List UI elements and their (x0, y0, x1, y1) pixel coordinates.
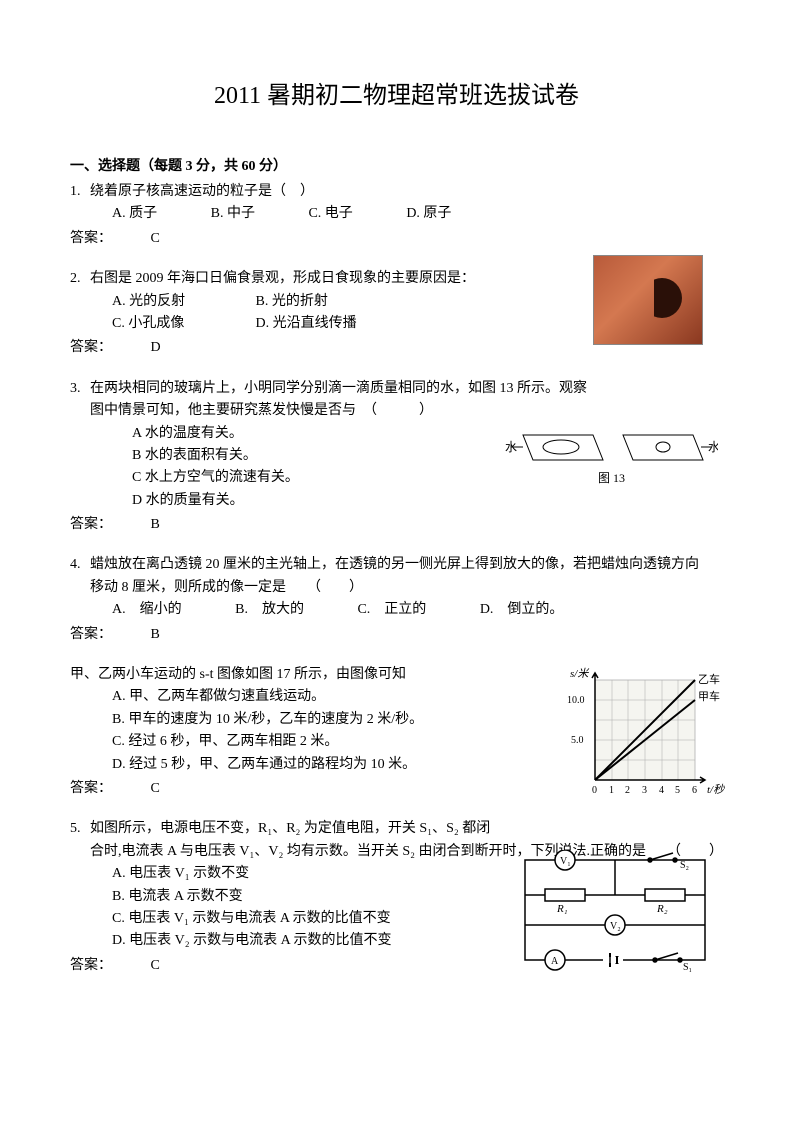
question-4: 4. 蜡烛放在离凸透镜 20 厘米的主光轴上，在透镜的另一侧光屏上得到放大的像，… (70, 554, 723, 646)
svg-text:4: 4 (659, 785, 664, 796)
q5-num: 5. (70, 818, 90, 840)
q4-text2: 移动 8 厘米，则所成的像一定是 （ ） (70, 577, 723, 599)
q3-opt-d: D 水的质量有关。 (70, 490, 723, 512)
answer-label: 答案： (70, 624, 112, 646)
eclipse-image (593, 255, 703, 345)
qg-answer: C (151, 778, 160, 800)
circuit-diagram: V₁ V₂ A R₁ R₂ S₂ S₁ (515, 850, 715, 975)
q1-opt-b: B. 中子 (211, 203, 255, 225)
q2-opt-a: A. 光的反射 (112, 291, 252, 313)
q1-opt-a: A. 质子 (112, 203, 157, 225)
svg-text:S₁: S₁ (683, 962, 692, 973)
q3-answer: B (151, 514, 160, 536)
svg-text:R₂: R₂ (656, 903, 668, 915)
answer-label: 答案： (70, 228, 112, 250)
graph-ylabel: s/米 (570, 667, 589, 680)
q2-text: 右图是 2009 年海口日偏食景观，形成日食现象的主要原因是： (90, 268, 475, 290)
svg-text:2: 2 (625, 785, 630, 796)
q3-num: 3. (70, 378, 90, 400)
question-1: 1. 绕着原子核高速运动的粒子是（ ） A. 质子 B. 中子 C. 电子 D.… (70, 181, 723, 250)
glass-label-right: 水 (708, 440, 718, 454)
svg-text:5.0: 5.0 (571, 735, 584, 746)
q4-opt-a: A. 缩小的 (112, 599, 182, 621)
q1-text: 绕着原子核高速运动的粒子是（ ） (90, 181, 314, 203)
svg-text:3: 3 (642, 785, 647, 796)
q4-opt-c: C. 正立的 (357, 599, 426, 621)
q4-answer: B (151, 624, 160, 646)
q1-opt-d: D. 原子 (406, 203, 451, 225)
st-graph: s/米 t/秒 乙车 甲车 5.0 10.0 0 1 2 3 4 5 6 (565, 665, 725, 805)
svg-text:R₁: R₁ (556, 903, 568, 915)
svg-text:S₂: S₂ (680, 860, 689, 871)
q4-text: 蜡烛放在离凸透镜 20 厘米的主光轴上，在透镜的另一侧光屏上得到放大的像，若把蜡… (90, 554, 699, 576)
q2-opt-d: D. 光沿直线传播 (256, 316, 357, 331)
q2-answer: D (151, 337, 161, 359)
section-header: 一、选择题（每题 3 分，共 60 分） (70, 155, 723, 175)
q1-answer: C (151, 228, 160, 250)
svg-text:5: 5 (675, 785, 680, 796)
q5-text: 如图所示，电源电压不变，R₁、R₂ 为定值电阻，开关 S₁、S₂ 都闭 (90, 818, 490, 840)
q2-opt-b: B. 光的折射 (256, 294, 328, 309)
answer-label: 答案： (70, 955, 112, 977)
svg-text:1: 1 (609, 785, 614, 796)
q3-text: 在两块相同的玻璃片上，小明同学分别滴一滴质量相同的水，如图 13 所示。观察 (90, 378, 587, 400)
q4-opt-d: D. 倒立的。 (480, 599, 564, 621)
q5-answer: C (151, 955, 160, 977)
q1-num: 1. (70, 181, 90, 203)
svg-text:10.0: 10.0 (567, 695, 585, 706)
page-title: 2011 暑期初二物理超常班选拔试卷 (70, 75, 723, 110)
q4-num: 4. (70, 554, 90, 576)
graph-xlabel: t/秒 (707, 783, 725, 796)
svg-text:V₁: V₁ (560, 856, 571, 867)
svg-text:V₂: V₂ (610, 921, 621, 932)
graph-car2: 甲车 (698, 689, 720, 703)
answer-label: 答案： (70, 514, 112, 536)
answer-label: 答案： (70, 337, 112, 359)
q4-opt-b: B. 放大的 (235, 599, 304, 621)
q1-opt-c: C. 电子 (308, 203, 352, 225)
glass-label-left: 水 (505, 440, 517, 454)
svg-text:0: 0 (592, 785, 597, 796)
svg-text:6: 6 (692, 785, 697, 796)
glass-diagram: 水 水 图 13 (503, 420, 718, 490)
svg-text:A: A (551, 956, 559, 967)
graph-car1: 乙车 (698, 672, 720, 686)
answer-label: 答案： (70, 778, 112, 800)
glass-caption: 图 13 (598, 471, 625, 485)
q2-num: 2. (70, 268, 90, 290)
q2-opt-c: C. 小孔成像 (112, 313, 252, 335)
